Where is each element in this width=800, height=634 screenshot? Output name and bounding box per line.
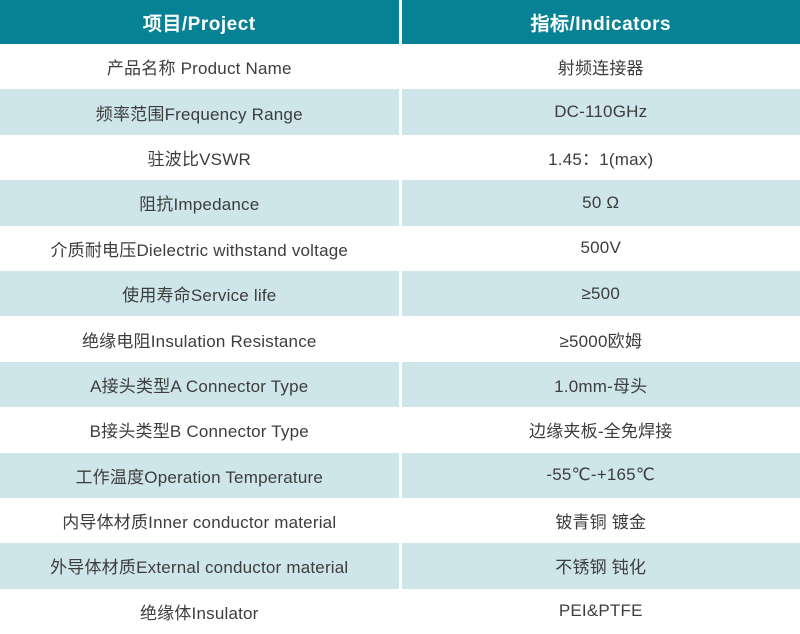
table-row: 内导体材质Inner conductor material 铍青铜 镀金 <box>0 497 800 544</box>
project-cell: 介质耐电压Dielectric withstand voltage <box>0 225 399 271</box>
indicator-cell: 1.0mm-母头 <box>401 361 800 408</box>
indicator-cell: ≥500 <box>401 270 800 317</box>
indicator-cell: 边缘夹板-全免焊接 <box>401 407 800 453</box>
indicator-cell: 500V <box>401 225 800 271</box>
indicator-cell: 50 Ω <box>401 180 800 226</box>
table-row: 产品名称 Product Name 射频连接器 <box>0 44 800 90</box>
indicator-cell: 1.45：1(max) <box>401 134 800 181</box>
indicator-cell: -55℃-+165℃ <box>401 452 800 498</box>
indicator-cell: DC-110GHz <box>401 89 800 135</box>
project-cell: 频率范围Frequency Range <box>0 89 399 135</box>
table-row: 外导体材质External conductor material 不锈钢 钝化 <box>0 543 800 589</box>
table-row: 阻抗Impedance 50 Ω <box>0 180 800 226</box>
project-cell: 阻抗Impedance <box>0 180 399 226</box>
table-row: 驻波比VSWR 1.45：1(max) <box>0 134 800 181</box>
table-row: 工作温度Operation Temperature -55℃-+165℃ <box>0 452 800 498</box>
indicator-cell: 铍青铜 镀金 <box>401 497 800 544</box>
project-cell: 使用寿命Service life <box>0 270 399 317</box>
table-row: 频率范围Frequency Range DC-110GHz <box>0 89 800 135</box>
project-cell: 驻波比VSWR <box>0 134 399 181</box>
project-cell: 外导体材质External conductor material <box>0 543 399 589</box>
table-row: 介质耐电压Dielectric withstand voltage 500V <box>0 225 800 271</box>
indicator-cell: 射频连接器 <box>401 44 800 90</box>
table-row: 使用寿命Service life ≥500 <box>0 270 800 317</box>
project-cell: B接头类型B Connector Type <box>0 407 399 453</box>
header-project-cell: 项目/Project <box>0 0 399 44</box>
indicator-cell: PEI&PTFE <box>401 588 800 634</box>
project-cell: 工作温度Operation Temperature <box>0 452 399 498</box>
table-row: 绝缘电阻Insulation Resistance ≥5000欧姆 <box>0 316 800 362</box>
project-cell: 内导体材质Inner conductor material <box>0 497 399 544</box>
project-cell: 绝缘体Insulator <box>0 588 399 634</box>
project-cell: 绝缘电阻Insulation Resistance <box>0 316 399 362</box>
table-row: 绝缘体Insulator PEI&PTFE <box>0 588 800 634</box>
indicator-cell: ≥5000欧姆 <box>401 316 800 362</box>
project-cell: 产品名称 Product Name <box>0 44 399 90</box>
indicator-cell: 不锈钢 钝化 <box>401 543 800 589</box>
table-header-row: 项目/Project 指标/Indicators <box>0 0 800 44</box>
project-cell: A接头类型A Connector Type <box>0 361 399 408</box>
header-indicators-cell: 指标/Indicators <box>401 0 800 44</box>
table-row: A接头类型A Connector Type 1.0mm-母头 <box>0 361 800 408</box>
table-row: B接头类型B Connector Type 边缘夹板-全免焊接 <box>0 407 800 453</box>
